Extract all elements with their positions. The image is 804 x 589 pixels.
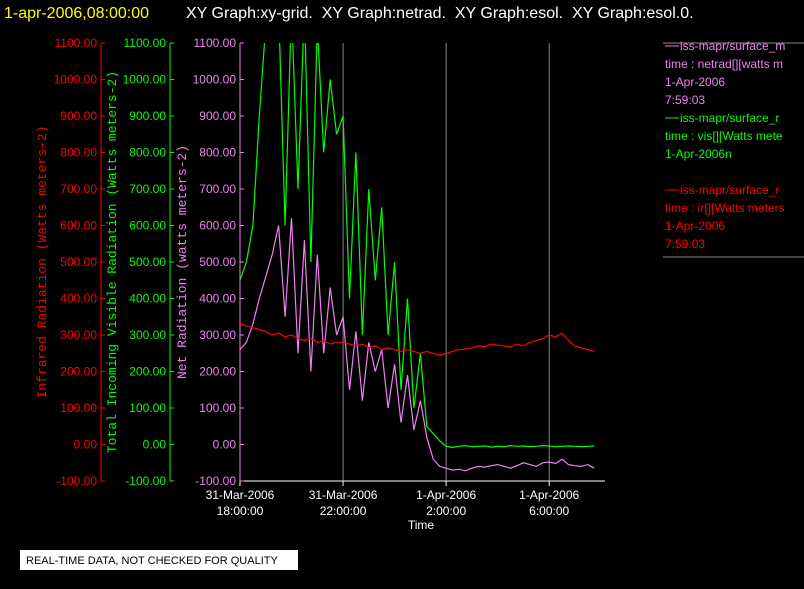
y-tick-label: 200.00 xyxy=(129,365,166,379)
y-tick-label: 700.00 xyxy=(60,182,97,196)
y-tick-label: 900.00 xyxy=(199,109,236,123)
x-tick-label: 31-Mar-2006 xyxy=(309,488,378,502)
y-tick-label: 600.00 xyxy=(199,219,236,233)
legend-label: iss-mapr/surface_r xyxy=(680,111,779,125)
title-date: 1-apr-2006,08:00:00 xyxy=(4,5,149,22)
legend-label: iss-mapr/surface_r xyxy=(680,183,779,197)
y-tick-label: 100.00 xyxy=(199,401,236,415)
x-tick-label: 6:00:00 xyxy=(529,504,569,518)
y-tick-label: 100.00 xyxy=(60,401,97,415)
y-tick-label: 500.00 xyxy=(199,255,236,269)
y-tick-label: 0.00 xyxy=(143,438,167,452)
series-line xyxy=(240,323,595,356)
legend-detail: 7:59:03 xyxy=(665,93,705,107)
y-tick-label: 500.00 xyxy=(129,255,166,269)
y-tick-label: 800.00 xyxy=(129,146,166,160)
legend-detail: time : ir[][Watts meters xyxy=(665,201,785,215)
y-tick-label: 800.00 xyxy=(60,146,97,160)
legend-detail: 7:59:03 xyxy=(665,237,705,251)
y-tick-label: 200.00 xyxy=(199,365,236,379)
legend-detail: 1-Apr-2006 xyxy=(665,75,725,89)
x-tick-label: 22:00:00 xyxy=(320,504,367,518)
legend-label: iss-mapr/surface_m xyxy=(680,39,785,53)
y-tick-label: 1100.00 xyxy=(55,36,98,50)
y-tick-label: 1100.00 xyxy=(124,36,167,50)
y-tick-label: 200.00 xyxy=(60,365,97,379)
y-tick-label: 0.00 xyxy=(213,438,237,452)
y-tick-label: 700.00 xyxy=(199,182,236,196)
legend-detail: time : vis[][Watts mete xyxy=(665,129,783,143)
y-tick-label: 600.00 xyxy=(129,219,166,233)
y-tick-label: 1000.00 xyxy=(193,73,237,87)
legend-detail: time : netrad[][watts m xyxy=(665,57,783,71)
y-tick-label: 100.00 xyxy=(129,401,166,415)
footer-box xyxy=(20,550,298,570)
plot-area xyxy=(240,43,595,472)
y-tick-label: -100.00 xyxy=(125,474,166,488)
y-axis-title: Total Incoming Visible Radiation (Watts … xyxy=(105,71,120,453)
x-tick-label: 2:00:00 xyxy=(426,504,466,518)
y-tick-label: 600.00 xyxy=(60,219,97,233)
y-tick-label: 800.00 xyxy=(199,146,236,160)
y-tick-label: 900.00 xyxy=(129,109,166,123)
legend-detail: 1-Apr-2006n xyxy=(665,147,732,161)
footer: REAL-TIME DATA, NOT CHECKED FOR QUALITY xyxy=(26,555,278,567)
series-line xyxy=(240,43,595,449)
y-axis-title: Net Radiation (watts meters-2) xyxy=(175,145,190,379)
series-line xyxy=(240,218,595,472)
x-tick-label: 31-Mar-2006 xyxy=(206,488,275,502)
x-tick-label: 18:00:00 xyxy=(217,504,264,518)
y-tick-label: -100.00 xyxy=(56,474,97,488)
x-tick-label: 1-Apr-2006 xyxy=(519,488,579,502)
y-tick-label: 700.00 xyxy=(129,182,166,196)
y-tick-label: 400.00 xyxy=(129,292,166,306)
legend-detail: 1-Apr-2006 xyxy=(665,219,725,233)
x-tick-label: 1-Apr-2006 xyxy=(416,488,476,502)
x-axis-title: Time xyxy=(408,518,435,532)
y-tick-label: 1000.00 xyxy=(123,73,167,87)
y-tick-label: 400.00 xyxy=(60,292,97,306)
y-tick-label: 300.00 xyxy=(199,328,236,342)
y-tick-label: 1000.00 xyxy=(54,73,98,87)
y-tick-label: 0.00 xyxy=(74,438,98,452)
y-tick-label: 500.00 xyxy=(60,255,97,269)
y-tick-label: -100.00 xyxy=(195,474,236,488)
y-tick-label: 300.00 xyxy=(60,328,97,342)
y-axis-title: Infrared Radiation (Watts meters-2) xyxy=(35,125,50,398)
y-tick-label: 300.00 xyxy=(129,328,166,342)
chart-title: XY Graph:xy-grid. XY Graph:netrad. XY Gr… xyxy=(186,5,694,22)
y-tick-label: 900.00 xyxy=(60,109,97,123)
y-tick-label: 1100.00 xyxy=(194,36,237,50)
y-tick-label: 400.00 xyxy=(199,292,236,306)
